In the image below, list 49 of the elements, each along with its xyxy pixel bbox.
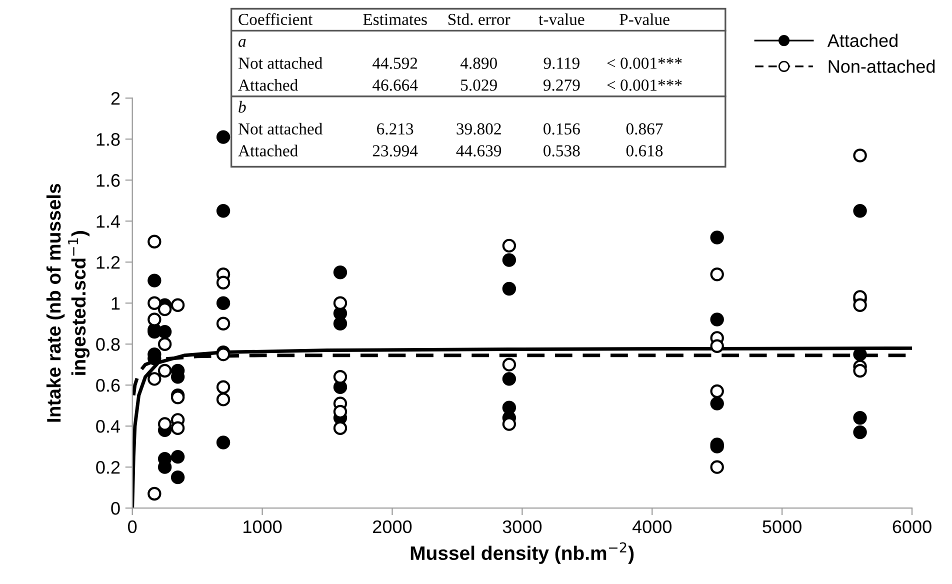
legend-label: Attached: [827, 34, 898, 48]
annotation: 0.618: [626, 145, 663, 157]
x-tick-label: 2000: [373, 520, 412, 534]
y-tick-label: 0.8: [96, 338, 120, 351]
text: 5.029: [461, 80, 497, 91]
y-tick-label: 0.6: [96, 379, 120, 392]
annotation: 0.867: [626, 123, 663, 135]
text: P-value: [620, 13, 670, 26]
x-tick-label: 1000: [244, 520, 282, 534]
text: 46.664: [372, 80, 418, 91]
annotation: 0.538: [544, 145, 580, 157]
x-tick-label: 3000: [502, 520, 542, 534]
annotation: 6.213: [377, 123, 414, 135]
y-tick-label: 0: [111, 502, 120, 515]
text: Std. error: [448, 13, 510, 26]
x-tick-label: 5000: [762, 520, 802, 534]
annotation: 39.802: [456, 123, 501, 135]
x-tick-label: 6000: [892, 520, 932, 534]
y-tick-label: 1.2: [96, 256, 120, 269]
legend-label: Non-attached: [828, 60, 935, 73]
annotation: 23.994: [372, 145, 418, 157]
text: 9.279: [543, 80, 580, 91]
text: 44.592: [372, 58, 418, 69]
text: Coefficient: [238, 13, 313, 26]
y-tick-label: 1.4: [96, 215, 120, 228]
y-tick-label: 0.2: [96, 461, 120, 474]
annotation: 44.639: [456, 145, 502, 157]
text: Attached: [238, 79, 298, 91]
text: 4.890: [460, 58, 497, 69]
y-tick-label: 1: [112, 297, 120, 310]
annotation: 0.156: [544, 123, 580, 135]
x-tick-label: 4000: [632, 520, 672, 534]
text: Not attached: [238, 57, 322, 69]
text: < 0.001***: [607, 80, 682, 91]
annotation: Attached: [238, 144, 298, 156]
x-axis-title: Mussel density (nb.m$^{−2}$): [410, 542, 634, 564]
text: t-value: [538, 13, 584, 26]
y-axis-title: Intake rate (nb of mussels ingested.scd$^{−1}$): [46, 184, 90, 422]
text: Estimates: [363, 14, 427, 26]
annotation: b: [238, 100, 246, 113]
x-tick-label: 0: [128, 520, 137, 534]
text: 9.119: [544, 58, 580, 69]
y-tick-label: 1.6: [96, 174, 120, 187]
y-tick-label: 0.4: [96, 420, 120, 433]
text: a: [238, 38, 246, 47]
text: < 0.001***: [607, 58, 682, 69]
annotation: Not attached: [238, 122, 322, 135]
y-tick-label: 1.8: [96, 133, 120, 146]
y-tick-label: 2: [111, 92, 120, 105]
